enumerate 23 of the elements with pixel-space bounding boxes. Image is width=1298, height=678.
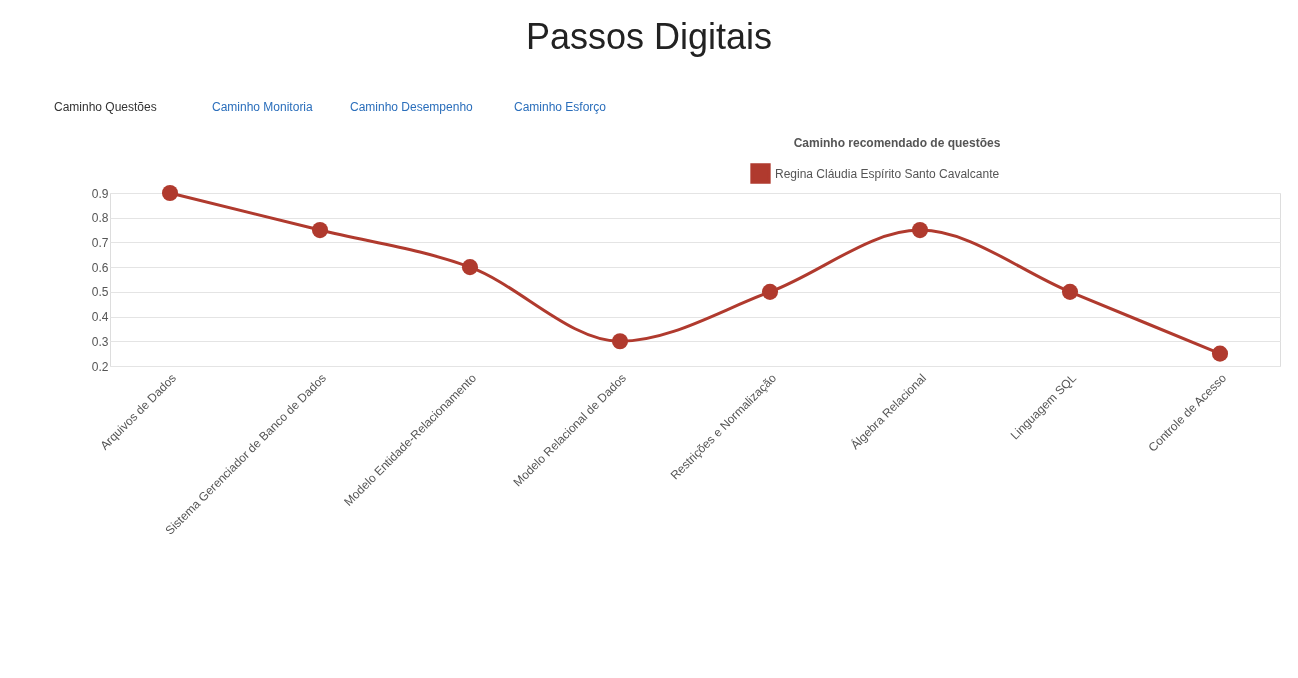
y-tick-label: 0.4 bbox=[91, 310, 109, 325]
y-tick-label: 0.5 bbox=[91, 285, 109, 300]
point bbox=[461, 259, 479, 276]
point bbox=[761, 283, 779, 300]
legend-label: Regina Cláudia Espírito Santo Cavalcante bbox=[775, 166, 1000, 181]
y-tick-label: 0.9 bbox=[91, 186, 109, 201]
y-tick-label: 0.3 bbox=[91, 334, 109, 349]
y-tick-label: 0.2 bbox=[91, 359, 109, 374]
point bbox=[911, 222, 929, 239]
chart-title: Passos Digitais bbox=[525, 16, 773, 57]
text: Caminho Desempenho bbox=[350, 100, 474, 114]
text: Caminho Esforço bbox=[514, 100, 607, 114]
chart-subtitle: Caminho recomendado de questões bbox=[793, 136, 1001, 150]
text: Caminho Monitoria bbox=[212, 100, 314, 114]
point bbox=[1061, 283, 1079, 300]
y-tick-label: 0.8 bbox=[91, 211, 109, 226]
y-tick-label: 0.6 bbox=[91, 260, 109, 275]
point bbox=[161, 184, 179, 202]
point bbox=[1211, 345, 1229, 362]
point bbox=[311, 222, 329, 239]
text: Caminho Questões bbox=[54, 100, 157, 114]
point bbox=[611, 333, 629, 350]
y-tick-label: 0.7 bbox=[91, 235, 109, 250]
